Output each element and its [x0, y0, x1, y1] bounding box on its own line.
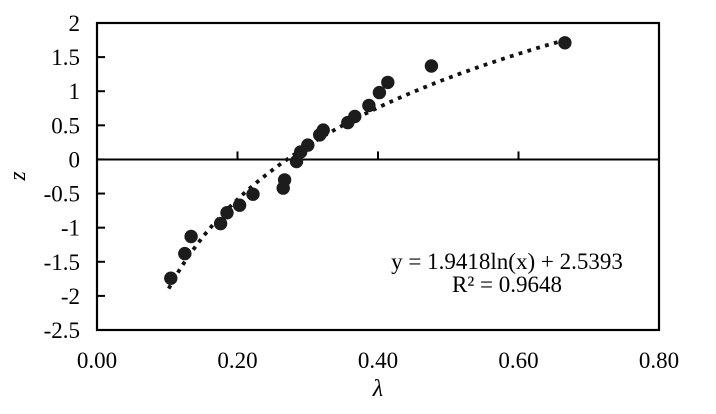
data-point — [246, 187, 260, 201]
tick-labels-group: 2 1.5 1 0.5 0 -0.5 -1 -1.5 -2 -2.5 0.00 0.20 0.40 0.6… — [44, 11, 680, 373]
y-tick-label: -2 — [61, 284, 80, 309]
x-tick-label: 0.40 — [358, 348, 398, 373]
trendline-equation-label: y = 1.9418ln(x) + 2.5393 — [391, 249, 623, 274]
data-point — [164, 271, 178, 285]
y-tick-label: 1 — [69, 79, 81, 104]
data-point — [381, 75, 395, 90]
y-tick-label: 2 — [69, 11, 81, 36]
x-tick-label: 0.00 — [77, 348, 117, 373]
x-tick-label: 0.80 — [639, 348, 679, 373]
data-point — [184, 229, 198, 244]
trendline-group — [167, 38, 564, 290]
data-point — [424, 59, 439, 73]
data-point — [301, 138, 315, 152]
axes-group — [95, 21, 661, 332]
y-tick-label: 1.5 — [51, 45, 80, 70]
y-tick-label: 0 — [69, 147, 81, 172]
y-tick-label: 0.5 — [51, 113, 80, 138]
plot-border — [95, 21, 661, 332]
x-tick-label: 0.20 — [217, 348, 257, 373]
trendline-dotted — [167, 38, 564, 290]
data-point — [362, 98, 376, 113]
y-axis-title: z — [5, 171, 31, 182]
data-point — [277, 173, 292, 187]
data-point — [558, 36, 572, 50]
r-squared-label: R² = 0.9648 — [452, 272, 562, 297]
data-point — [213, 216, 228, 231]
data-points-group — [164, 36, 572, 285]
data-point — [178, 246, 192, 261]
data-point — [232, 198, 247, 212]
x-tick-label: 0.60 — [498, 348, 538, 373]
y-tick-label: -1.5 — [44, 250, 80, 275]
data-point — [372, 85, 387, 100]
data-point — [348, 109, 362, 124]
y-tick-label: -2.5 — [44, 318, 80, 343]
data-point — [220, 206, 234, 220]
data-point — [316, 123, 330, 137]
y-tick-label: -1 — [61, 216, 80, 241]
y-tick-label: -0.5 — [44, 182, 80, 207]
x-axis-title: λ — [372, 376, 383, 402]
